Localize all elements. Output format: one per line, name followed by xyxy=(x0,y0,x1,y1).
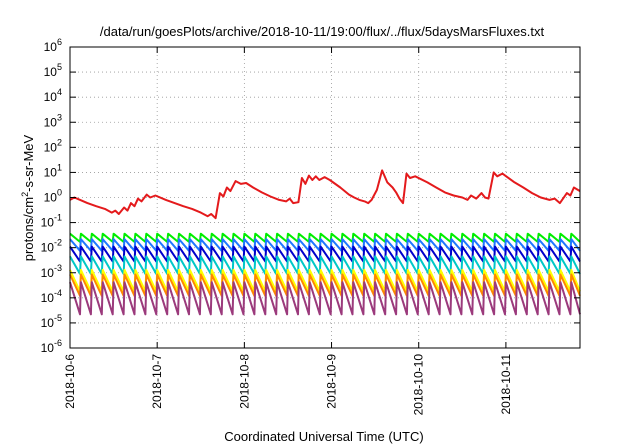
y-tick-label: 10-2 xyxy=(41,238,62,255)
x-tick-label: 2018-10-9 xyxy=(325,354,339,409)
y-tick-label: 104 xyxy=(44,87,62,104)
chart-title: /data/run/goesPlots/archive/2018-10-11/1… xyxy=(100,24,545,39)
y-tick-label: 100 xyxy=(44,188,62,205)
y-tick-label: 10-4 xyxy=(41,288,62,305)
y-tick-label: 10-6 xyxy=(41,338,62,355)
y-tick-label: 10-3 xyxy=(41,263,62,280)
y-tick-label: 101 xyxy=(44,162,62,179)
y-axis-label-rest: -s-sr-MeV xyxy=(21,134,36,191)
y-axis-label: protons/cm2-s-sr-MeV xyxy=(20,134,36,261)
x-tick-label: 2018-10-7 xyxy=(150,354,164,409)
series-line-7 xyxy=(69,281,581,316)
x-tick-label: 2018-10-10 xyxy=(412,354,426,416)
y-axis-label-sup: 2 xyxy=(20,192,30,197)
y-tick-label: 102 xyxy=(44,137,62,154)
series-line-4 xyxy=(69,255,581,275)
y-tick-label: 103 xyxy=(44,112,62,129)
y-axis-label-base: protons/cm xyxy=(21,197,36,261)
x-tick-label: 2018-10-8 xyxy=(237,354,251,409)
y-tick-label: 10-1 xyxy=(41,213,62,230)
series-line-red xyxy=(69,169,581,220)
series-line-1 xyxy=(69,232,581,243)
x-tick-label: 2018-10-11 xyxy=(499,354,513,415)
x-tick-label: 2018-10-6 xyxy=(63,354,77,409)
x-axis-label: Coordinated Universal Time (UTC) xyxy=(224,429,423,444)
series-line-3 xyxy=(69,245,581,263)
axes: 10-6 10-5 10-4 10-3 10-2 10-1 100 101 102 103 104 1… xyxy=(41,37,581,416)
y-tick-label: 10-5 xyxy=(41,313,62,330)
series-lines xyxy=(69,169,581,316)
y-tick-label: 105 xyxy=(44,62,62,79)
y-tick-label: 106 xyxy=(44,37,62,54)
series-line-2 xyxy=(69,238,581,252)
